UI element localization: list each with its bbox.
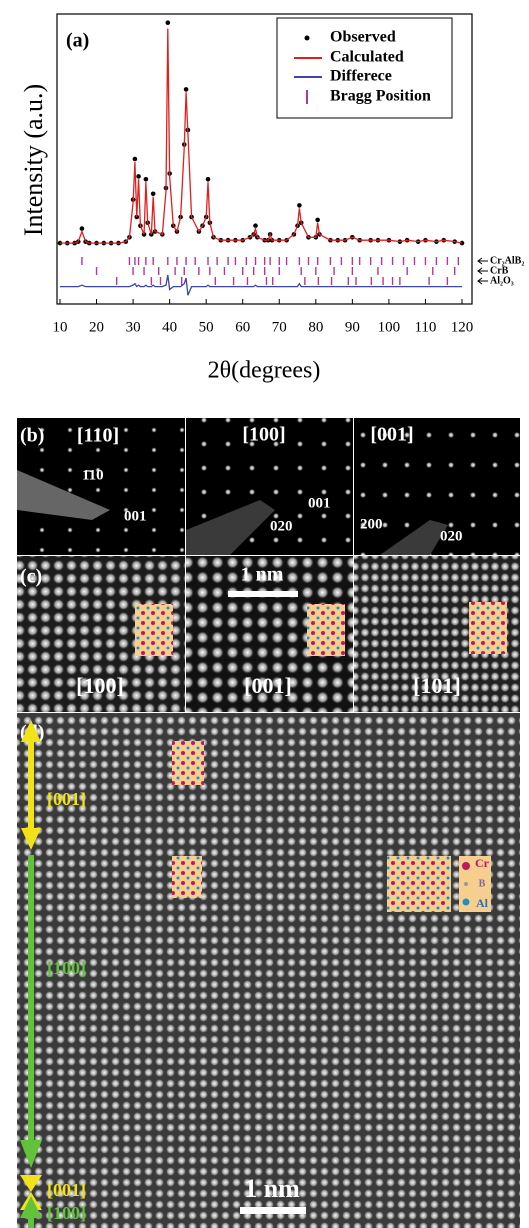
observed-point bbox=[205, 177, 211, 182]
x-tick-label: 120 bbox=[451, 319, 474, 335]
panel-label: (c) bbox=[20, 566, 42, 588]
x-tick-label: 110 bbox=[414, 319, 436, 335]
y-axis-label: Intensity (a.u.) bbox=[19, 84, 48, 236]
x-tick-label: 60 bbox=[235, 319, 250, 335]
direction-label: [001] bbox=[47, 1180, 86, 1200]
direction-arrow bbox=[28, 1215, 34, 1228]
zone-axis: [100] bbox=[242, 424, 285, 446]
atom-cr bbox=[462, 862, 470, 870]
arrow-head bbox=[20, 1196, 42, 1218]
beam-stopper bbox=[17, 470, 110, 520]
spot-label: 020 bbox=[270, 518, 293, 534]
x-tick-label: 90 bbox=[345, 319, 360, 335]
phase-arrow bbox=[477, 257, 488, 265]
direction-label: [001] bbox=[47, 789, 86, 809]
x-tick-label: 20 bbox=[89, 319, 104, 335]
panel-label: (b) bbox=[20, 425, 44, 447]
plot-frame bbox=[56, 13, 473, 305]
atom-al bbox=[462, 898, 470, 906]
legend-symbol bbox=[304, 35, 310, 41]
legend-label: Calculated bbox=[330, 49, 404, 66]
legend-label: Bragg Position bbox=[330, 88, 431, 105]
crystal-model bbox=[172, 856, 202, 898]
crystal-model bbox=[172, 741, 204, 785]
zone-axis: [101] bbox=[413, 673, 461, 698]
scale-label: 1 nm bbox=[244, 1174, 300, 1203]
spot-label: 1̄10 bbox=[82, 467, 104, 483]
crystal-model bbox=[307, 604, 345, 656]
phase-label: Cr₂AlB₂ bbox=[490, 255, 524, 266]
haadf-image bbox=[17, 713, 520, 1228]
observed-point bbox=[165, 20, 171, 26]
crystal-model bbox=[135, 604, 173, 656]
zone-axis: [100] bbox=[76, 673, 124, 698]
spot-label: 001 bbox=[308, 495, 331, 511]
phase-label: CrB bbox=[490, 265, 509, 276]
x-tick-label: 70 bbox=[272, 319, 287, 335]
spot-label: 001 bbox=[124, 508, 147, 524]
crystal-model bbox=[469, 602, 507, 654]
observed-point bbox=[315, 217, 320, 223]
x-tick-label: 100 bbox=[378, 319, 401, 335]
direction-label: [100] bbox=[47, 958, 86, 978]
crystal-model bbox=[387, 856, 451, 912]
panel-d: Cr B Al (d) [001] [100] [001] [100] 1 nm bbox=[17, 713, 520, 1228]
arrow-head bbox=[20, 1140, 42, 1168]
direction-label: [100] bbox=[47, 1203, 86, 1223]
phase-label: Al₂O₃ bbox=[490, 275, 514, 286]
legend-label: Differece bbox=[330, 68, 392, 85]
x-axis-label: 2θ(degrees) bbox=[208, 358, 321, 384]
panel-b: (b) [110] 1̄10 001 [100] 001 020 [001] 2… bbox=[17, 418, 520, 555]
x-tick-label: 10 bbox=[53, 319, 68, 335]
observed-point bbox=[79, 226, 85, 231]
atom-label: Cr bbox=[475, 856, 490, 870]
zone-axis: [110] bbox=[77, 425, 119, 447]
observed-point bbox=[253, 223, 258, 228]
beam-stopper bbox=[380, 520, 448, 555]
beam-stopper bbox=[186, 500, 275, 555]
panel-label: (a) bbox=[66, 30, 89, 52]
direction-arrow bbox=[20, 1175, 42, 1210]
observed-point bbox=[183, 87, 189, 92]
x-tick-label: 30 bbox=[126, 319, 141, 335]
observed-point bbox=[136, 174, 141, 179]
series-line bbox=[60, 28, 463, 244]
phase-arrow bbox=[477, 267, 488, 275]
observed-point bbox=[132, 156, 138, 162]
scale-bar bbox=[240, 1207, 306, 1214]
zone-axis: [001] bbox=[370, 424, 413, 446]
legend-label: Observed bbox=[330, 29, 396, 46]
observed-point bbox=[143, 177, 149, 182]
atom-label: B bbox=[479, 878, 486, 889]
phase-arrow bbox=[477, 277, 488, 285]
series-line bbox=[60, 274, 462, 296]
x-tick-label: 40 bbox=[162, 319, 177, 335]
observed-point bbox=[150, 191, 156, 197]
panel-c: (c) 1 nm [100] [001] [101] bbox=[17, 556, 520, 712]
scale-label: 1 nm bbox=[241, 564, 284, 586]
plot: 10 20 30 40 50 60 70 80 90 100 110 120 Cr₂AlB₂CrBAl₂… bbox=[53, 20, 524, 335]
observed-point bbox=[297, 203, 302, 208]
x-tick-label: 80 bbox=[308, 319, 323, 335]
spot-label: 200 bbox=[360, 516, 383, 532]
scale-bar bbox=[228, 591, 298, 597]
atom-b bbox=[464, 882, 468, 886]
spot-label: 020 bbox=[440, 528, 463, 544]
zone-axis: [001] bbox=[244, 673, 292, 698]
atom-label: Al bbox=[476, 896, 489, 910]
x-tick-label: 50 bbox=[199, 319, 214, 335]
